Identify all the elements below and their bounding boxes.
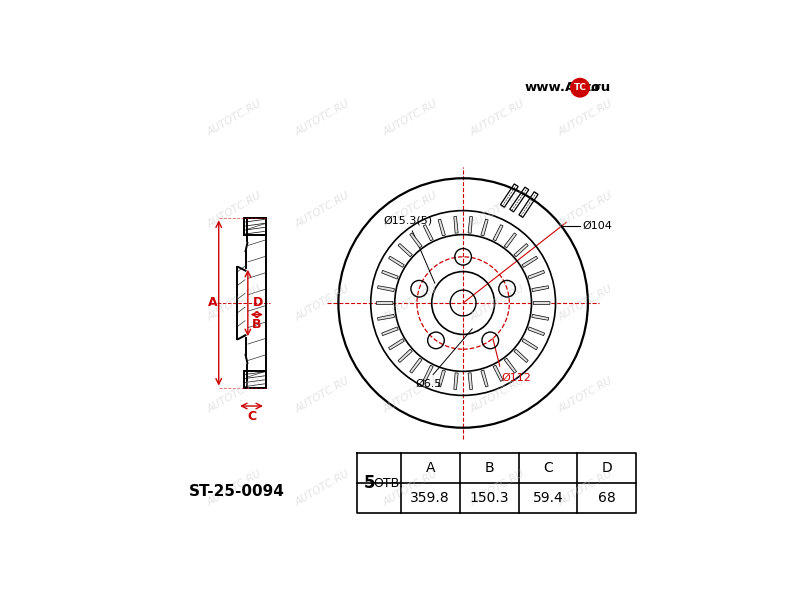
Polygon shape (532, 286, 549, 292)
Polygon shape (468, 217, 473, 233)
Text: AUTOTC.RU: AUTOTC.RU (469, 98, 526, 138)
Text: D: D (253, 296, 263, 310)
Text: AUTOTC.RU: AUTOTC.RU (557, 98, 614, 138)
Polygon shape (376, 301, 393, 305)
Bar (244, 218, 266, 235)
Polygon shape (410, 233, 422, 248)
Text: AUTOTC.RU: AUTOTC.RU (206, 376, 263, 415)
Text: TC: TC (574, 83, 586, 92)
Text: AUTOTC.RU: AUTOTC.RU (557, 468, 614, 508)
Polygon shape (528, 271, 545, 279)
Polygon shape (438, 370, 446, 387)
Polygon shape (493, 365, 503, 382)
Polygon shape (504, 358, 517, 373)
Text: B: B (484, 461, 494, 475)
Text: AUTOTC.RU: AUTOTC.RU (469, 376, 526, 415)
Text: AUTOTC.RU: AUTOTC.RU (557, 283, 614, 323)
Polygon shape (438, 219, 446, 236)
Text: AUTOTC.RU: AUTOTC.RU (469, 283, 526, 323)
Text: 68: 68 (598, 491, 616, 505)
Polygon shape (528, 327, 545, 335)
Polygon shape (423, 365, 434, 382)
Polygon shape (522, 256, 538, 268)
Text: AUTOTC.RU: AUTOTC.RU (469, 191, 526, 230)
Text: AUTOTC.RU: AUTOTC.RU (206, 98, 263, 138)
Polygon shape (398, 349, 412, 362)
Text: A: A (426, 461, 435, 475)
Polygon shape (514, 349, 528, 362)
Text: A: A (208, 296, 218, 310)
Polygon shape (534, 301, 550, 305)
Text: AUTOTC.RU: AUTOTC.RU (206, 191, 263, 230)
Polygon shape (532, 314, 549, 320)
Text: AUTOTC.RU: AUTOTC.RU (294, 468, 351, 508)
Bar (244, 371, 266, 388)
Polygon shape (382, 271, 398, 279)
Text: AUTOTC.RU: AUTOTC.RU (294, 98, 351, 138)
Text: D: D (602, 461, 612, 475)
Text: AUTOTC.RU: AUTOTC.RU (469, 468, 526, 508)
Text: 359.8: 359.8 (410, 491, 450, 505)
Text: C: C (543, 461, 553, 475)
Text: C: C (247, 410, 256, 422)
Polygon shape (454, 373, 458, 389)
Polygon shape (378, 286, 394, 292)
Text: AUTOTC.RU: AUTOTC.RU (381, 283, 439, 323)
Polygon shape (410, 358, 422, 373)
Circle shape (570, 79, 590, 97)
Polygon shape (481, 219, 488, 236)
Polygon shape (522, 338, 538, 350)
Text: AUTOTC.RU: AUTOTC.RU (381, 376, 439, 415)
Text: Ø6.5: Ø6.5 (415, 379, 442, 389)
Text: AUTOTC.RU: AUTOTC.RU (294, 376, 351, 415)
Text: .ru: .ru (590, 81, 610, 94)
Polygon shape (454, 217, 458, 233)
Text: Ø15.3(5): Ø15.3(5) (383, 215, 432, 226)
Text: 59.4: 59.4 (533, 491, 563, 505)
Polygon shape (382, 327, 398, 335)
Polygon shape (378, 314, 394, 320)
Polygon shape (423, 224, 434, 241)
Polygon shape (468, 373, 473, 389)
Text: AUTOTC.RU: AUTOTC.RU (557, 191, 614, 230)
Polygon shape (398, 244, 412, 257)
Text: AUTOTC.RU: AUTOTC.RU (294, 283, 351, 323)
Text: 150.3: 150.3 (470, 491, 509, 505)
Text: 5: 5 (363, 474, 375, 492)
Polygon shape (389, 256, 404, 268)
Polygon shape (481, 370, 488, 387)
Text: AUTOTC.RU: AUTOTC.RU (557, 376, 614, 415)
Text: AUTOTC.RU: AUTOTC.RU (381, 191, 439, 230)
Text: AUTOTC.RU: AUTOTC.RU (206, 283, 263, 323)
Polygon shape (389, 338, 404, 350)
Text: AUTOTC.RU: AUTOTC.RU (206, 468, 263, 508)
Text: ОТВ.: ОТВ. (374, 476, 403, 490)
Text: www.Auto: www.Auto (525, 81, 601, 94)
Polygon shape (504, 233, 517, 248)
Text: AUTOTC.RU: AUTOTC.RU (294, 191, 351, 230)
Polygon shape (514, 244, 528, 257)
Text: B: B (252, 318, 262, 331)
Text: ST-25-0094: ST-25-0094 (189, 484, 285, 499)
Text: Ø112: Ø112 (501, 373, 531, 383)
Text: AUTOTC.RU: AUTOTC.RU (381, 98, 439, 138)
Text: AUTOTC.RU: AUTOTC.RU (381, 468, 439, 508)
Polygon shape (493, 224, 503, 241)
Text: Ø104: Ø104 (582, 221, 612, 231)
